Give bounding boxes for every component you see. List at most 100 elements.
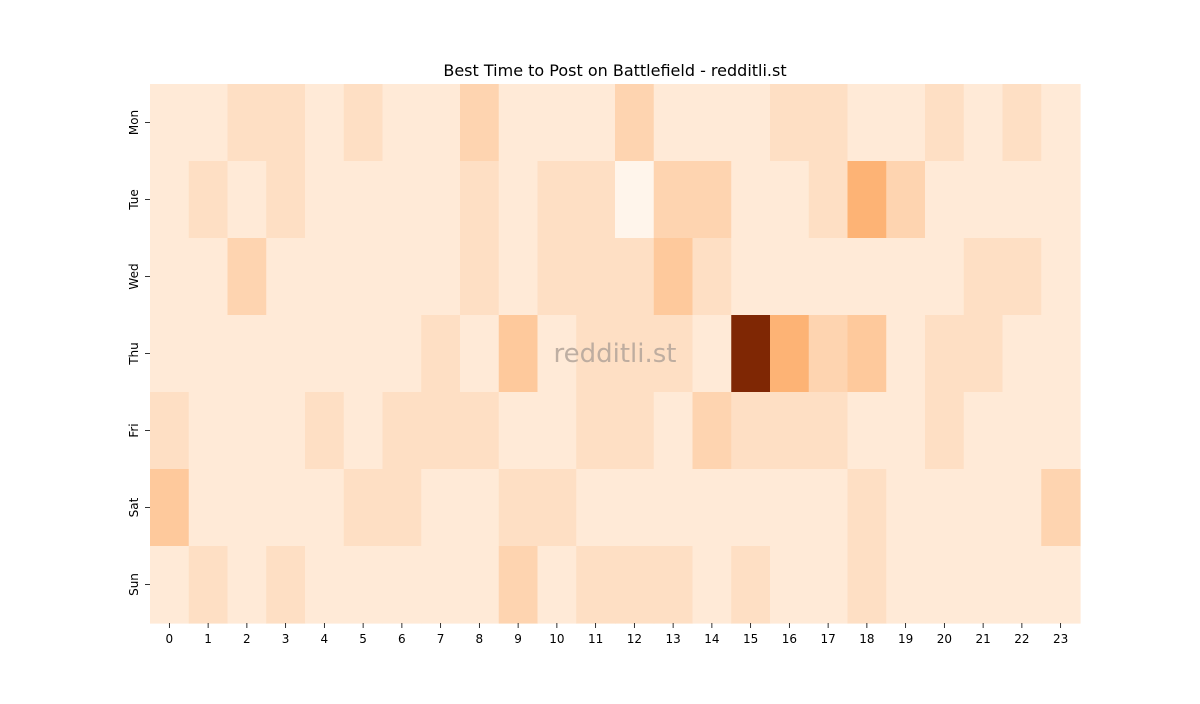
heatmap-cell-fri-3 — [266, 392, 306, 470]
heatmap-cell-sun-5 — [343, 546, 384, 624]
y-tick-label-sat: Sat — [127, 497, 141, 517]
heatmap-cell-wed-5 — [343, 238, 384, 316]
x-tick-label: 22 — [1014, 632, 1029, 646]
heatmap-cell-mon-4 — [305, 84, 345, 162]
heatmap-cell-wed-1 — [188, 238, 229, 316]
heatmap-cell-thu-10 — [537, 315, 577, 393]
x-tick-label: 16 — [782, 632, 797, 646]
heatmap-cell-tue-1 — [188, 161, 229, 239]
heatmap-cell-tue-6 — [382, 161, 422, 239]
heatmap-cell-fri-0 — [150, 392, 190, 470]
heatmap-cell-sat-17 — [808, 469, 849, 547]
heatmap-cell-sat-3 — [266, 469, 306, 547]
heatmap-cell-mon-16 — [770, 84, 810, 162]
heatmap-cell-sat-21 — [963, 469, 1004, 547]
heatmap-cell-sun-14 — [692, 546, 732, 624]
heatmap-cell-thu-15 — [731, 315, 771, 393]
heatmap-cell-sun-12 — [615, 546, 655, 624]
heatmap-cell-sun-9 — [498, 546, 539, 624]
y-tick-label-fri: Fri — [127, 423, 141, 437]
heatmap-cell-fri-9 — [498, 392, 539, 470]
heatmap-cell-sat-22 — [1002, 469, 1042, 547]
heatmap-cell-sun-20 — [925, 546, 965, 624]
heatmap-cell-fri-10 — [537, 392, 577, 470]
heatmap-cell-fri-18 — [847, 392, 887, 470]
heatmap-cell-wed-2 — [227, 238, 267, 316]
heatmap-cell-wed-14 — [692, 238, 732, 316]
x-tick-label: 9 — [514, 632, 522, 646]
heatmap-cell-sat-9 — [498, 469, 539, 547]
heatmap-cell-mon-6 — [382, 84, 422, 162]
heatmap-cell-sun-6 — [382, 546, 422, 624]
heatmap-cell-fri-14 — [692, 392, 732, 470]
heatmap-cell-sun-8 — [460, 546, 500, 624]
heatmap-cell-tue-18 — [847, 161, 887, 239]
heatmap-cell-tue-19 — [886, 161, 926, 239]
y-tick-label-mon: Mon — [127, 110, 141, 135]
heatmap-cell-thu-9 — [498, 315, 539, 393]
x-tick-label: 21 — [975, 632, 990, 646]
heatmap-cell-mon-20 — [925, 84, 965, 162]
heatmap-cell-thu-17 — [808, 315, 849, 393]
heatmap-cell-sat-13 — [653, 469, 694, 547]
heatmap-cell-mon-2 — [227, 84, 267, 162]
heatmap-cell-wed-20 — [925, 238, 965, 316]
heatmap-cell-wed-22 — [1002, 238, 1042, 316]
heatmap-cell-mon-3 — [266, 84, 306, 162]
x-tick-label: 1 — [204, 632, 212, 646]
heatmap-cell-fri-6 — [382, 392, 422, 470]
heatmap-cell-wed-23 — [1041, 238, 1081, 316]
heatmap-cell-fri-19 — [886, 392, 926, 470]
heatmap-cell-mon-21 — [963, 84, 1004, 162]
heatmap-cell-fri-22 — [1002, 392, 1042, 470]
heatmap-cell-fri-1 — [188, 392, 229, 470]
heatmap-cell-mon-11 — [576, 84, 616, 162]
heatmap-cell-wed-3 — [266, 238, 306, 316]
heatmap-cell-thu-11 — [576, 315, 616, 393]
heatmap-cell-tue-17 — [808, 161, 849, 239]
heatmap-cell-tue-21 — [963, 161, 1004, 239]
heatmap-cell-thu-14 — [692, 315, 732, 393]
x-tick-label: 4 — [321, 632, 329, 646]
heatmap-cell-tue-4 — [305, 161, 345, 239]
heatmap-cell-mon-15 — [731, 84, 771, 162]
heatmap-cell-mon-19 — [886, 84, 926, 162]
y-axis: Mon Tue Wed Thu Fri Sat Sun — [127, 110, 150, 596]
x-tick-label: 5 — [359, 632, 367, 646]
x-tick-label: 2 — [243, 632, 251, 646]
x-tick-label: 10 — [549, 632, 564, 646]
heatmap-cell-thu-7 — [421, 315, 461, 393]
y-tick-label-sun: Sun — [127, 573, 141, 596]
heatmap-cell-tue-5 — [343, 161, 384, 239]
heatmap-cell-tue-10 — [537, 161, 577, 239]
heatmap-cell-mon-13 — [653, 84, 694, 162]
heatmap-cell-thu-1 — [188, 315, 229, 393]
heatmap-cell-sat-15 — [731, 469, 771, 547]
x-tick-label: 6 — [398, 632, 406, 646]
heatmap-cell-thu-16 — [770, 315, 810, 393]
y-tick-label-tue: Tue — [127, 189, 141, 211]
heatmap-cell-sun-2 — [227, 546, 267, 624]
x-tick-label: 8 — [476, 632, 484, 646]
y-tick-label-wed: Wed — [127, 263, 141, 289]
heatmap-cell-sun-0 — [150, 546, 190, 624]
heatmap-cell-tue-0 — [150, 161, 190, 239]
heatmap-cell-wed-16 — [770, 238, 810, 316]
heatmap-cell-wed-17 — [808, 238, 849, 316]
heatmap-cell-sat-1 — [188, 469, 229, 547]
chart-title: Best Time to Post on Battlefield - reddi… — [443, 61, 786, 80]
x-tick-label: 18 — [859, 632, 874, 646]
heatmap-cell-sun-16 — [770, 546, 810, 624]
heatmap-cell-sun-17 — [808, 546, 849, 624]
heatmap-cell-thu-8 — [460, 315, 500, 393]
heatmap-cell-fri-16 — [770, 392, 810, 470]
heatmap-cell-sun-23 — [1041, 546, 1081, 624]
heatmap-cell-thu-4 — [305, 315, 345, 393]
heatmap-cell-fri-8 — [460, 392, 500, 470]
heatmap-cell-tue-22 — [1002, 161, 1042, 239]
heatmap-cell-tue-14 — [692, 161, 732, 239]
heatmap-cell-mon-9 — [498, 84, 539, 162]
x-tick-label: 14 — [704, 632, 719, 646]
